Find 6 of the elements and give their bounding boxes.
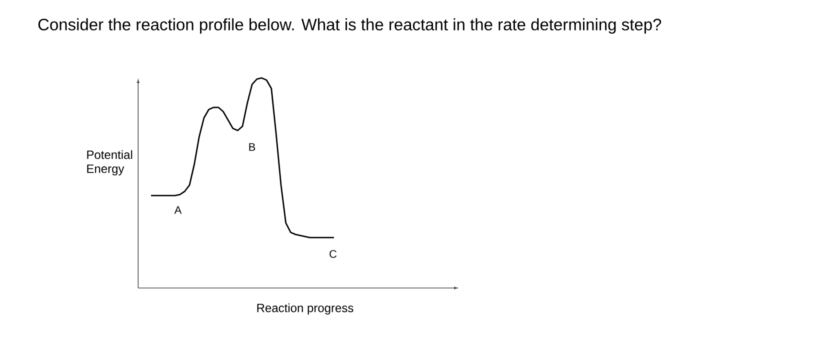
annotation: B bbox=[249, 143, 256, 151]
annotation: C bbox=[330, 250, 337, 258]
annotation: A bbox=[174, 206, 182, 214]
y-axis-title: Potential Energy bbox=[87, 150, 132, 176]
chart-title: Consider the reaction profile below. What is the reactant in the rate determining step? bbox=[38, 18, 662, 34]
x-axis-title: Reaction progress bbox=[257, 303, 354, 315]
